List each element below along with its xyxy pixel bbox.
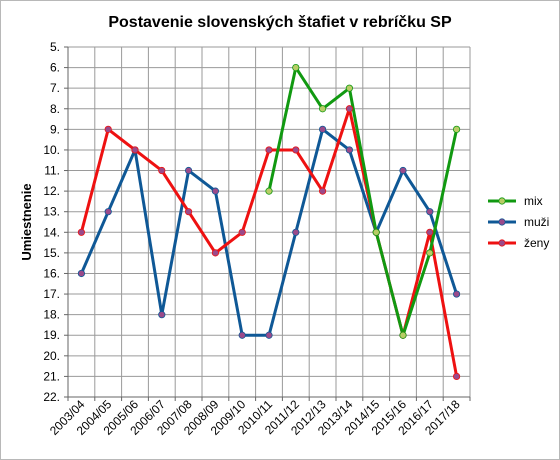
data-point bbox=[211, 187, 219, 195]
data-point bbox=[452, 372, 461, 381]
data-point bbox=[265, 187, 273, 195]
data-point bbox=[104, 125, 112, 133]
y-tick-label: 5. bbox=[50, 40, 60, 54]
data-point bbox=[318, 105, 327, 113]
y-tick-label: 11. bbox=[44, 164, 60, 178]
data-point bbox=[158, 166, 166, 175]
data-point bbox=[318, 187, 327, 195]
y-tick-labels: 5. 6. 7. 8. 9. 10. 11. 12. 13. 14. 15. 16. 17. 18. 19.… bbox=[43, 40, 60, 404]
legend-marker bbox=[498, 239, 506, 247]
y-tick-label: 18. bbox=[43, 308, 60, 322]
data-point bbox=[452, 125, 461, 133]
y-tick-label: 21. bbox=[43, 369, 60, 383]
data-point bbox=[265, 331, 273, 339]
data-point bbox=[211, 249, 219, 257]
legend-marker bbox=[498, 197, 506, 205]
legend-label: muži bbox=[524, 215, 549, 229]
data-point bbox=[292, 63, 300, 72]
axes bbox=[64, 46, 471, 401]
y-tick-label: 12. bbox=[43, 184, 60, 198]
y-tick-label: 17. bbox=[43, 287, 60, 301]
data-point bbox=[238, 228, 246, 236]
data-point bbox=[77, 269, 86, 278]
series-line-mix bbox=[267, 66, 459, 337]
legend: mix muži ženy bbox=[488, 194, 549, 250]
data-point bbox=[238, 331, 246, 339]
legend-label: mix bbox=[524, 194, 543, 208]
grid-lines bbox=[67, 46, 471, 398]
data-point bbox=[131, 146, 139, 154]
data-point bbox=[399, 331, 407, 339]
legend-marker bbox=[498, 218, 506, 226]
data-point bbox=[452, 290, 461, 298]
y-axis-label: Umiestnenie bbox=[19, 183, 34, 260]
data-point bbox=[185, 208, 193, 216]
data-point bbox=[77, 228, 86, 236]
y-tick-label: 10. bbox=[43, 143, 60, 157]
y-tick-label: 13. bbox=[43, 205, 60, 219]
data-point bbox=[345, 105, 353, 113]
y-tick-label: 16. bbox=[43, 266, 60, 280]
y-tick-label: 22. bbox=[43, 390, 60, 404]
y-tick-label: 7. bbox=[50, 81, 60, 95]
legend-label: ženy bbox=[524, 236, 549, 250]
y-tick-label: 8. bbox=[50, 102, 60, 116]
data-point bbox=[426, 228, 434, 236]
y-tick-label: 19. bbox=[43, 328, 60, 342]
data-point bbox=[345, 146, 353, 154]
chart-title: Postavenie slovenských štafiet v rebríčk… bbox=[108, 14, 452, 31]
data-point bbox=[185, 166, 193, 175]
data-point bbox=[318, 125, 327, 133]
x-tick-labels: 2003/042004/052005/062006/072007/082008/… bbox=[47, 397, 463, 438]
y-tick-label: 20. bbox=[43, 349, 60, 363]
data-point bbox=[426, 249, 434, 257]
y-tick-label: 6. bbox=[50, 61, 60, 75]
data-point bbox=[345, 84, 353, 92]
data-point bbox=[158, 311, 166, 319]
y-tick-label: 9. bbox=[50, 122, 60, 136]
series bbox=[77, 63, 461, 381]
data-point bbox=[292, 228, 300, 236]
y-tick-label: 14. bbox=[43, 225, 60, 239]
data-point bbox=[292, 146, 300, 154]
data-point bbox=[426, 208, 434, 216]
data-point bbox=[372, 228, 380, 236]
y-tick-label: 15. bbox=[43, 246, 60, 260]
data-point bbox=[399, 166, 407, 175]
data-point bbox=[265, 146, 273, 154]
data-point bbox=[104, 208, 112, 216]
